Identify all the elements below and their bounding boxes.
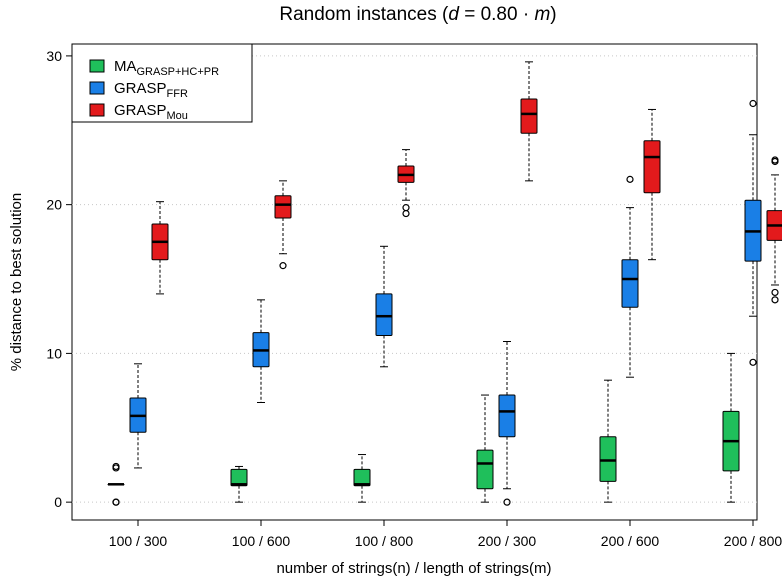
legend-label: GRASPFFR [114, 80, 188, 100]
y-tick-label: 0 [54, 494, 62, 510]
box-grasp-ffr-4 [621, 175, 639, 378]
box-ma-grasphcpr-3 [476, 394, 494, 503]
box-iqr [520, 98, 538, 134]
box-ma-grasphcpr-5 [722, 352, 740, 503]
gridlines [72, 55, 757, 503]
box-iqr [643, 140, 661, 194]
box-ma-grasphcpr-4 [599, 379, 617, 503]
legend-label: MAGRASP+HC+PR [114, 58, 219, 78]
axes: 0 10 20 30 100 / 300 100 / 600 100 / 800 200 / … [46, 48, 782, 549]
box-grasp-ffr-5 [744, 99, 762, 366]
outlier-point [402, 204, 410, 212]
y-tick-label: 20 [46, 197, 62, 213]
box-iqr [230, 468, 248, 487]
legend-label: GRASPMou [114, 102, 188, 122]
x-tick-label: 200 / 600 [601, 533, 660, 549]
outlier-point [112, 498, 120, 506]
x-tick-label: 100 / 600 [232, 533, 291, 549]
legend-swatch [89, 81, 105, 95]
box-grasp-ffr-0 [129, 363, 147, 469]
chart-title: Random instances (d = 0.80 · m) [279, 4, 556, 25]
outlier-point [112, 462, 120, 471]
box-grasp-mou-5 [766, 156, 782, 304]
box-iqr [476, 449, 494, 490]
box-ma-grasphcpr-2 [353, 454, 371, 503]
outlier-point [503, 498, 511, 506]
outlier-point [771, 288, 779, 297]
outlier-point [771, 296, 779, 304]
y-axis-label: % distance to best solution [8, 193, 25, 371]
box-ma-grasphcpr-1 [230, 465, 248, 503]
outlier-point [626, 175, 634, 183]
box-grasp-ffr-3 [498, 341, 516, 506]
box-grasp-ffr-1 [252, 299, 270, 403]
outlier-point [771, 156, 779, 164]
legend-swatch [89, 59, 105, 73]
box-grasp-mou-1 [274, 180, 292, 270]
box-grasp-mou-3 [520, 61, 538, 182]
outlier-point [402, 209, 410, 218]
box-grasp-mou-2 [397, 149, 415, 218]
box-iqr [274, 195, 292, 219]
x-tick-label: 200 / 800 [724, 533, 782, 549]
box-ma-grasphcpr-0 [107, 462, 125, 506]
x-tick-label: 100 / 800 [355, 533, 414, 549]
box-iqr [599, 436, 617, 482]
box-grasp-mou-4 [643, 108, 661, 261]
outlier-point [749, 358, 757, 366]
box-iqr [498, 394, 516, 438]
legend-swatch [89, 103, 105, 117]
outlier-point [279, 262, 287, 270]
x-tick-label: 100 / 300 [109, 533, 168, 549]
y-tick-label: 30 [46, 48, 62, 64]
x-axis-label: number of strings(n) / length of strings… [276, 560, 551, 577]
boxes [107, 61, 782, 506]
plot-frame [71, 43, 758, 521]
y-tick-label: 10 [46, 345, 62, 361]
outlier-point [749, 99, 757, 108]
box-grasp-mou-0 [151, 201, 169, 295]
x-tick-label: 200 / 300 [478, 533, 537, 549]
box-iqr [353, 468, 371, 487]
box-iqr [621, 259, 639, 308]
box-grasp-ffr-2 [375, 245, 393, 368]
box-iqr [375, 293, 393, 337]
